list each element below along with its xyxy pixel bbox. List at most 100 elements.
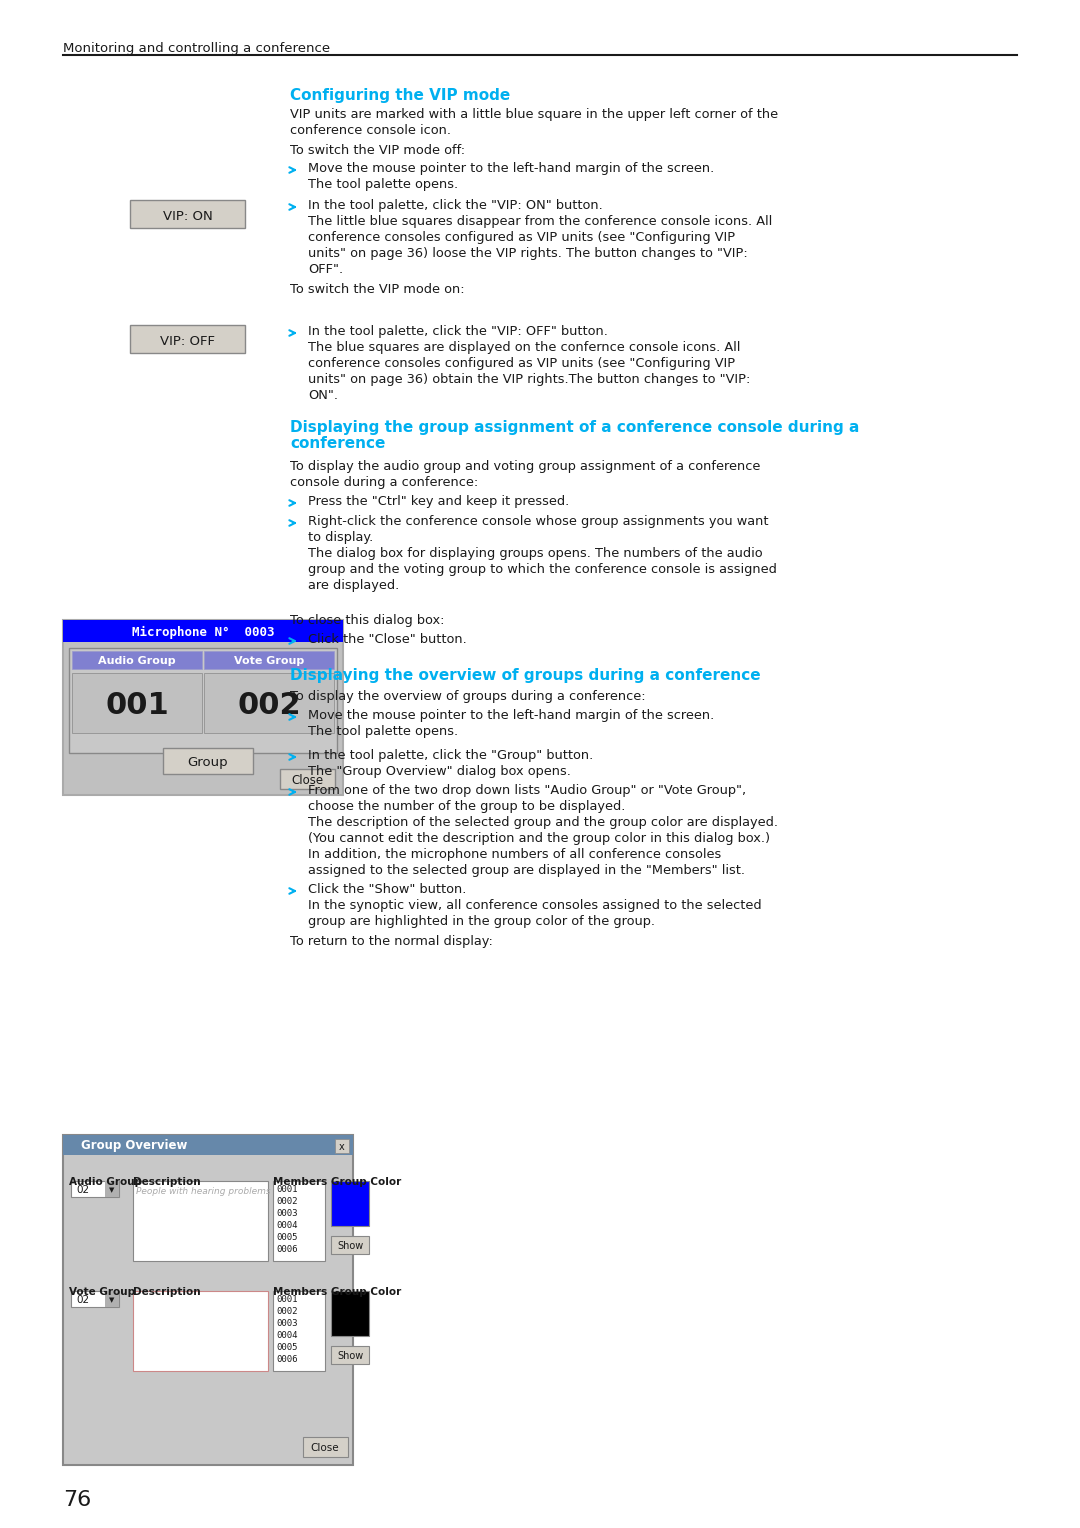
Text: 001: 001 [105,691,168,720]
Text: x: x [339,1141,345,1152]
Bar [133,1181,268,1261]
Text: OFF".: OFF". [308,263,343,277]
Text: Audio Group: Audio Group [98,656,176,666]
Text: The blue squares are displayed on the confernce console icons. All: The blue squares are displayed on the co… [308,341,741,354]
Text: 002: 002 [238,691,301,720]
Bar [204,651,334,669]
Text: Group Color: Group Color [330,1287,402,1297]
Text: Close: Close [292,773,324,787]
Text: 02: 02 [76,1296,90,1305]
Text: In the tool palette, click the "VIP: ON" button.: In the tool palette, click the "VIP: ON"… [308,199,603,212]
Text: 0002: 0002 [276,1306,297,1316]
Text: VIP: ON: VIP: ON [163,209,213,223]
FancyBboxPatch shape [280,769,335,788]
FancyBboxPatch shape [130,200,245,228]
Text: To close this dialog box:: To close this dialog box: [291,614,445,626]
Text: Close: Close [311,1442,339,1453]
Bar [204,672,334,733]
Text: conference: conference [291,435,386,451]
Bar [72,672,202,733]
Text: In the synoptic view, all conference consoles assigned to the selected: In the synoptic view, all conference con… [308,898,761,912]
Text: Displaying the group assignment of a conference console during a: Displaying the group assignment of a con… [291,420,860,435]
Text: 0001: 0001 [276,1296,297,1303]
Bar [133,1291,268,1371]
Text: The tool palette opens.: The tool palette opens. [308,724,458,738]
Text: units" on page 36) obtain the VIP rights.The button changes to "VIP:: units" on page 36) obtain the VIP rights… [308,373,751,387]
Text: to display.: to display. [308,532,374,544]
Text: Right-click the conference console whose group assignments you want: Right-click the conference console whose… [308,515,769,529]
Text: 0001: 0001 [276,1186,297,1193]
Text: Vote Group: Vote Group [69,1287,135,1297]
Text: 0005: 0005 [276,1343,297,1352]
Text: group and the voting group to which the conference console is assigned: group and the voting group to which the … [308,562,777,576]
Text: 0006: 0006 [276,1355,297,1365]
Text: 0003: 0003 [276,1209,297,1218]
Text: conference consoles configured as VIP units (see "Configuring VIP: conference consoles configured as VIP un… [308,358,735,370]
Text: are displayed.: are displayed. [308,579,400,591]
Text: conference consoles configured as VIP units (see "Configuring VIP: conference consoles configured as VIP un… [308,231,735,244]
Text: To switch the VIP mode off:: To switch the VIP mode off: [291,144,465,157]
Text: group are highlighted in the group color of the group.: group are highlighted in the group color… [308,915,654,927]
Bar [330,1181,369,1225]
Text: 0006: 0006 [276,1245,297,1254]
Bar [63,620,343,795]
Text: choose the number of the group to be displayed.: choose the number of the group to be dis… [308,801,625,813]
Text: People with hearing problems: People with hearing problems [136,1187,271,1196]
Text: (You cannot edit the description and the group color in this dialog box.): (You cannot edit the description and the… [308,833,770,845]
Text: VIP: OFF: VIP: OFF [160,335,215,347]
Text: ON".: ON". [308,390,338,402]
Text: To return to the normal display:: To return to the normal display: [291,935,492,947]
Text: The tool palette opens.: The tool palette opens. [308,177,458,191]
Text: In the tool palette, click the "Group" button.: In the tool palette, click the "Group" b… [308,749,593,762]
Text: Microphone N°  0003: Microphone N° 0003 [132,625,274,639]
Bar [105,1181,119,1196]
Bar [69,648,337,753]
Text: Members: Members [273,1287,327,1297]
Text: Members: Members [273,1177,327,1187]
Text: console during a conference:: console during a conference: [291,477,478,489]
Text: To display the audio group and voting group assignment of a conference: To display the audio group and voting gr… [291,460,760,474]
Text: The description of the selected group and the group color are displayed.: The description of the selected group an… [308,816,778,830]
Bar [63,620,343,642]
Text: ▼: ▼ [109,1297,114,1303]
Text: 0004: 0004 [276,1331,297,1340]
Text: 0004: 0004 [276,1221,297,1230]
FancyBboxPatch shape [130,325,245,353]
Text: 0002: 0002 [276,1196,297,1206]
Text: Click the "Show" button.: Click the "Show" button. [308,883,467,895]
FancyBboxPatch shape [303,1436,348,1458]
Text: The "Group Overview" dialog box opens.: The "Group Overview" dialog box opens. [308,766,571,778]
Bar [273,1181,325,1261]
Text: In the tool palette, click the "VIP: OFF" button.: In the tool palette, click the "VIP: OFF… [308,325,608,338]
Bar [63,1135,353,1155]
Text: Group Overview: Group Overview [81,1140,187,1152]
Text: Show: Show [337,1241,363,1251]
Text: To display the overview of groups during a conference:: To display the overview of groups during… [291,691,646,703]
Text: Group: Group [188,755,228,769]
Text: Press the "Ctrl" key and keep it pressed.: Press the "Ctrl" key and keep it pressed… [308,495,569,507]
Bar [273,1291,325,1371]
Text: To switch the VIP mode on:: To switch the VIP mode on: [291,283,464,296]
Text: Vote Group: Vote Group [234,656,305,666]
Text: VIP units are marked with a little blue square in the upper left corner of the: VIP units are marked with a little blue … [291,108,778,121]
Bar [71,1181,119,1196]
Bar [63,1135,353,1465]
Text: Monitoring and controlling a conference: Monitoring and controlling a conference [63,41,330,55]
Text: Click the "Close" button.: Click the "Close" button. [308,633,467,646]
FancyBboxPatch shape [163,749,253,775]
Bar [72,651,202,669]
Text: From one of the two drop down lists "Audio Group" or "Vote Group",: From one of the two drop down lists "Aud… [308,784,746,798]
FancyBboxPatch shape [330,1236,369,1254]
Text: Group Color: Group Color [330,1177,402,1187]
Text: 76: 76 [63,1490,91,1510]
Bar [335,1138,349,1154]
Text: Show: Show [337,1351,363,1361]
Text: assigned to the selected group are displayed in the "Members" list.: assigned to the selected group are displ… [308,863,745,877]
Text: Description: Description [133,1177,201,1187]
Text: units" on page 36) loose the VIP rights. The button changes to "VIP:: units" on page 36) loose the VIP rights.… [308,248,747,260]
Text: 02: 02 [76,1186,90,1195]
Bar [105,1291,119,1306]
Text: Description: Description [133,1287,201,1297]
Text: In addition, the microphone numbers of all conference consoles: In addition, the microphone numbers of a… [308,848,721,860]
Text: Audio Group: Audio Group [69,1177,143,1187]
